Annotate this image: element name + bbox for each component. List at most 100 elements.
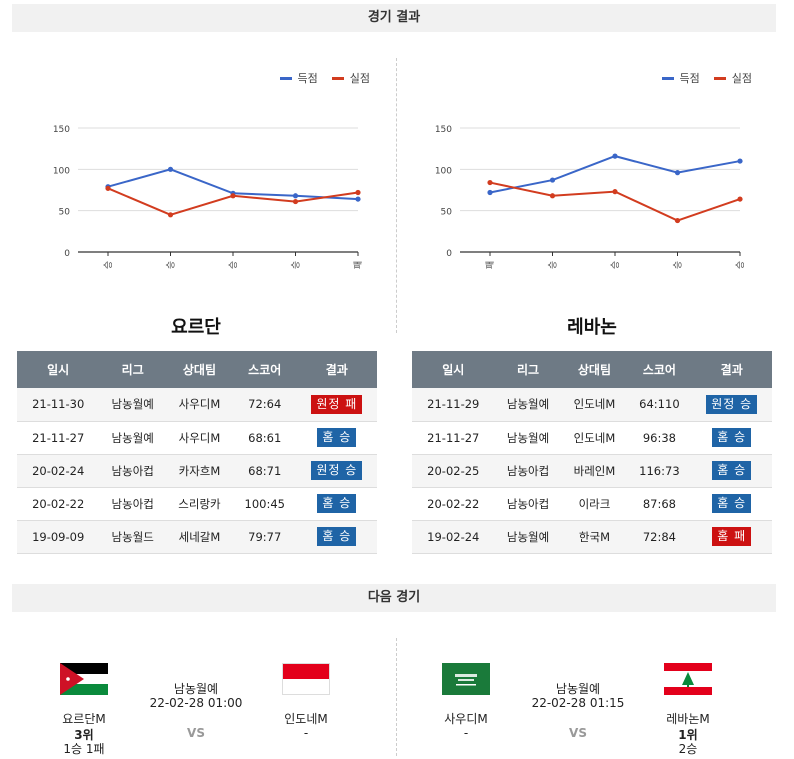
result-cell: 홈 승	[296, 487, 377, 521]
home-team-name[interactable]: 요르단M	[62, 712, 106, 726]
match-datetime: 22-02-28 01:00	[149, 696, 243, 710]
data-point	[292, 193, 299, 199]
league-cell: 남농아컵	[494, 454, 562, 488]
date-cell: 20-02-22	[412, 487, 495, 521]
x-tick-label: 패	[485, 261, 496, 269]
data-point	[487, 189, 493, 196]
result-badge: 홈 승	[317, 494, 357, 513]
column-header: 결과	[296, 351, 377, 388]
results-section-header: 경기 결과	[12, 4, 776, 32]
lebanon-results-table: 일시 리그 상대팀 스코어 결과 21-11-29 남농월예 인도네M 64:110 원정 승 21…	[412, 351, 772, 554]
date-cell: 21-11-29	[412, 388, 495, 422]
legend-scored: 득점	[279, 70, 318, 86]
match-league: 남농월예	[555, 682, 601, 696]
league-cell: 남농월드	[99, 520, 167, 554]
result-cell: 원정 패	[296, 388, 377, 422]
date-cell: 21-11-27	[17, 421, 100, 455]
column-header: 스코어	[627, 351, 692, 388]
x-tick-label: 승	[610, 261, 621, 269]
legend-conceded: 실점	[331, 70, 370, 86]
y-tick-label: 150	[53, 125, 70, 135]
opponent-cell: 한국M	[561, 520, 628, 554]
date-cell: 21-11-30	[17, 388, 100, 422]
score-cell: 68:61	[232, 421, 297, 455]
date-cell: 21-11-27	[412, 421, 495, 455]
result-cell: 원정 승	[296, 454, 377, 488]
away-team-record: 2승	[678, 742, 698, 756]
column-header: 스코어	[232, 351, 297, 388]
away-team-name[interactable]: 레바논M	[666, 712, 710, 726]
away-team-rank: 1위	[678, 728, 698, 742]
away-team-name[interactable]: 인도네M	[284, 712, 328, 726]
date-cell: 20-02-22	[17, 487, 100, 521]
chart-legend: 득점 실점	[661, 70, 752, 86]
score-cell: 72:84	[627, 520, 692, 554]
column-header: 상대팀	[561, 351, 628, 388]
result-cell: 홈 승	[296, 520, 377, 554]
result-cell: 원정 승	[691, 388, 772, 422]
y-tick-label: 0	[446, 249, 452, 259]
x-tick-label: 승	[228, 261, 239, 269]
opponent-cell: 카자흐M	[166, 454, 233, 488]
data-point	[230, 193, 236, 199]
league-cell: 남농월예	[494, 388, 562, 422]
x-tick-label: 패	[353, 261, 364, 269]
table-row: 21-11-27 남농월예 사우디M 68:61 홈 승	[17, 421, 377, 455]
date-cell: 20-02-24	[17, 454, 100, 488]
opponent-cell: 사우디M	[166, 388, 233, 422]
table-row: 21-11-27 남농월예 인도네M 96:38 홈 승	[412, 421, 772, 455]
result-badge: 원정 패	[311, 394, 363, 414]
opponent-cell: 사우디M	[166, 421, 233, 455]
data-point	[674, 217, 681, 224]
y-tick-label: 100	[53, 166, 70, 176]
x-tick-label: 승	[291, 261, 302, 269]
date-cell: 19-09-09	[17, 520, 100, 554]
data-point	[167, 212, 174, 218]
data-point	[487, 179, 493, 186]
saudi-flag-icon	[442, 663, 490, 695]
table-row: 21-11-30 남농월예 사우디M 72:64 원정 패	[17, 388, 377, 422]
data-point	[674, 170, 681, 176]
next-match-card[interactable]: 요르단M 3위 1승 1패 남농월예 22-02-28 01:00 VS 인도네…	[16, 660, 376, 756]
column-header: 리그	[494, 351, 562, 388]
y-tick-label: 50	[59, 208, 71, 218]
x-tick-label: 승	[735, 261, 746, 269]
y-tick-label: 0	[64, 249, 70, 259]
data-point	[549, 177, 556, 183]
table-row: 21-11-29 남농월예 인도네M 64:110 원정 승	[412, 388, 772, 422]
table-row: 20-02-22 남농아컵 이라크 87:68 홈 승	[412, 487, 772, 521]
opponent-cell: 인도네M	[561, 388, 628, 422]
table-header-row: 일시 리그 상대팀 스코어 결과	[412, 351, 772, 388]
table-row: 19-02-24 남농월예 한국M 72:84 홈 패	[412, 520, 772, 554]
league-cell: 남농월예	[99, 421, 167, 455]
table-row: 20-02-22 남농아컵 스리랑카 100:45 홈 승	[17, 487, 377, 521]
x-tick-label: 승	[166, 261, 177, 269]
jordan-score-chart: 0 50 100 150 승 승 승 승 패 득점 실점	[18, 58, 378, 288]
data-point	[355, 196, 361, 202]
y-tick-label: 100	[435, 166, 452, 176]
league-cell: 남농아컵	[494, 487, 562, 521]
score-cell: 72:64	[232, 388, 297, 422]
opponent-cell: 바레인M	[561, 454, 628, 488]
result-badge: 홈 승	[712, 494, 752, 513]
score-cell: 116:73	[627, 454, 692, 488]
legend-conceded: 실점	[713, 70, 752, 86]
opponent-cell: 인도네M	[561, 421, 628, 455]
score-cell: 79:77	[232, 520, 297, 554]
result-badge: 홈 승	[712, 461, 752, 480]
result-badge: 홈 승	[712, 428, 752, 447]
data-point	[292, 198, 299, 205]
next-match-card[interactable]: 사우디M - 남농월예 22-02-28 01:15 VS 레바논M 1위 2승	[412, 660, 772, 756]
x-tick-label: 승	[103, 261, 114, 269]
data-point	[737, 196, 743, 202]
table-header-row: 일시 리그 상대팀 스코어 결과	[17, 351, 377, 388]
result-cell: 홈 승	[691, 487, 772, 521]
home-team-name[interactable]: 사우디M	[444, 712, 488, 726]
vs-label: VS	[569, 726, 587, 740]
data-point	[105, 185, 111, 191]
result-cell: 홈 패	[691, 520, 772, 554]
home-team-record: 1승 1패	[63, 742, 105, 756]
next-match-section-header: 다음 경기	[12, 584, 776, 612]
result-cell: 홈 승	[691, 454, 772, 488]
match-datetime: 22-02-28 01:15	[531, 696, 625, 710]
